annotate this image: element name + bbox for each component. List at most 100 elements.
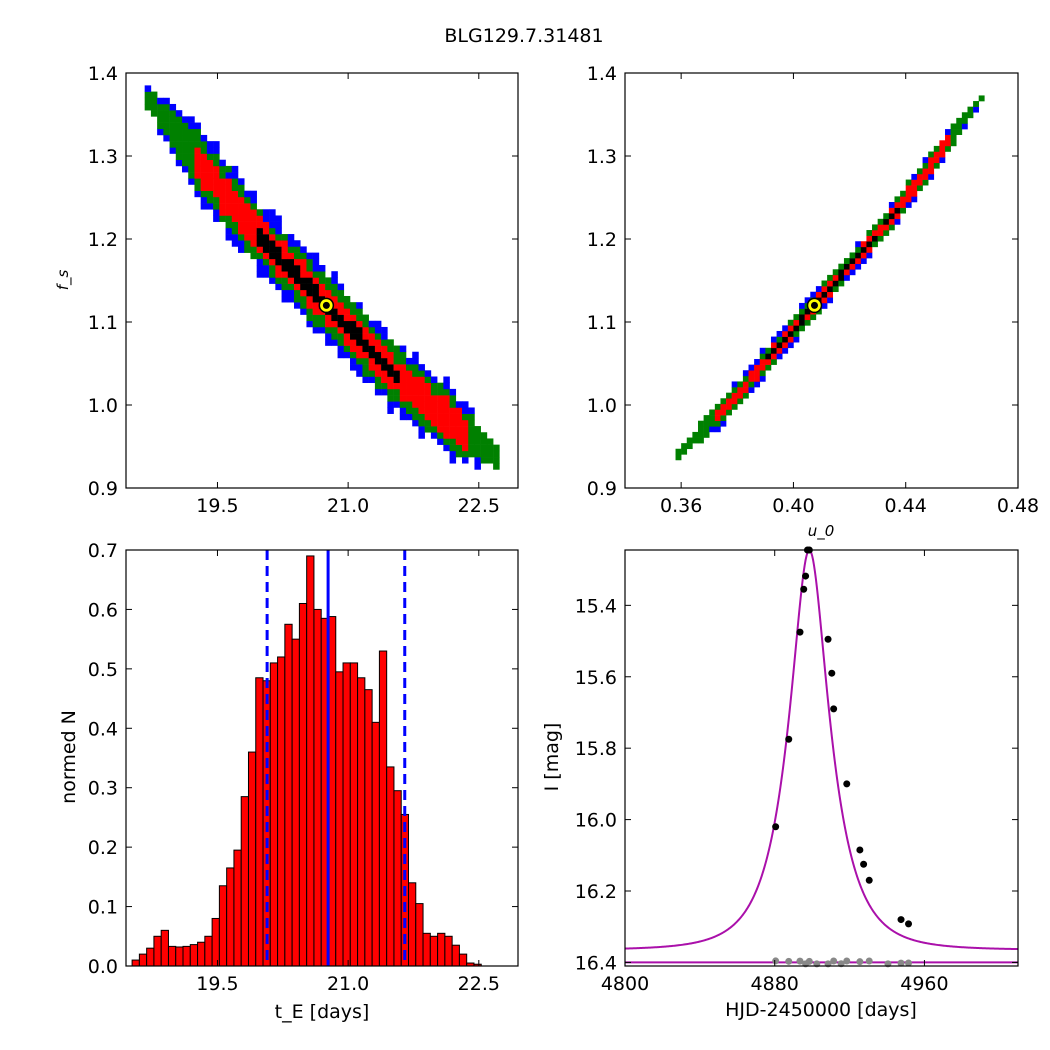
y-tick-label: 1.0 — [88, 395, 118, 417]
cell-green — [231, 227, 239, 235]
cell-red — [776, 347, 783, 354]
y-tick-label: 15.6 — [575, 667, 617, 689]
cell-blue — [287, 234, 295, 241]
cell-blue — [182, 116, 189, 123]
tE-histogram-ylabel: normed N — [58, 710, 80, 804]
cell-red — [318, 283, 326, 291]
y-tick-label: 0.1 — [88, 897, 118, 919]
cell-green — [281, 234, 289, 241]
cell-green — [275, 234, 282, 241]
cell-black — [804, 308, 811, 315]
cell-red — [219, 190, 226, 198]
histogram-bar — [146, 947, 155, 967]
cell-blue — [776, 330, 783, 337]
cell-green — [318, 271, 326, 278]
cell-green — [238, 234, 245, 241]
cell-red — [374, 339, 382, 346]
cell-green — [849, 252, 856, 259]
histogram-bar — [378, 650, 388, 967]
cell-red — [238, 196, 245, 204]
cell-green — [381, 339, 388, 346]
cell-red — [362, 326, 369, 334]
cell-blue — [430, 376, 438, 384]
cell-green — [318, 320, 326, 328]
cell-blue — [418, 364, 425, 371]
cell-green — [412, 407, 419, 414]
cell-green — [437, 388, 444, 396]
cell-green — [720, 415, 727, 421]
cell-red — [238, 215, 245, 222]
cell-black — [387, 370, 394, 377]
cell-green — [493, 444, 500, 452]
y-tick-label: 1.2 — [88, 229, 118, 251]
residual-point — [805, 957, 813, 965]
cell-red — [244, 227, 251, 235]
cell-blue — [262, 215, 270, 222]
cell-red — [443, 401, 450, 408]
cell-red — [928, 162, 935, 169]
cell-blue — [860, 258, 867, 264]
cell-green — [437, 382, 444, 390]
cell-blue — [269, 277, 276, 284]
cell-green — [262, 258, 270, 266]
cell-blue — [855, 263, 862, 270]
cell-green — [368, 326, 376, 334]
cell-green — [412, 413, 419, 421]
cell-black — [362, 345, 369, 353]
cell-blue — [219, 159, 226, 167]
cell-green — [318, 314, 326, 322]
cell-blue — [793, 336, 800, 343]
cell-blue — [262, 271, 270, 278]
cell-green — [175, 128, 183, 136]
cell-red — [720, 403, 727, 410]
cell-blue — [206, 203, 214, 210]
cell-red — [306, 302, 313, 309]
cell-green — [406, 364, 413, 371]
cell-red — [872, 230, 878, 236]
cell-red — [250, 215, 257, 222]
histogram-bar — [429, 935, 439, 967]
cell-red — [449, 407, 457, 414]
cell-red — [225, 184, 233, 191]
cell-black — [343, 326, 351, 334]
cell-black — [393, 376, 401, 384]
cell-blue — [356, 302, 363, 309]
cell-green — [306, 258, 313, 266]
cell-red — [424, 388, 432, 396]
u0-fs-panel: 0.36 0.40 0.44 0.48 0.9 1.0 1.1 1.2 1.3 1.4 u_0 — [587, 63, 1039, 541]
cell-red — [720, 409, 727, 416]
cell-red — [200, 165, 208, 173]
data-point — [828, 669, 836, 677]
cell-green — [238, 184, 245, 191]
cell-blue — [911, 173, 918, 180]
cell-green — [956, 123, 963, 130]
cell-red — [356, 351, 363, 359]
cell-blue — [810, 291, 817, 298]
cell-red — [905, 196, 912, 203]
cell-green — [731, 387, 738, 393]
cell-blue — [381, 333, 388, 340]
cell-red — [406, 376, 413, 384]
cell-green — [343, 302, 351, 309]
cell-blue — [231, 172, 239, 179]
histogram-bar — [437, 932, 446, 967]
cell-blue — [194, 122, 201, 130]
cell-green — [175, 147, 183, 154]
cell-green — [194, 141, 201, 148]
cell-green — [269, 227, 276, 235]
histogram-bar — [247, 751, 257, 967]
cell-green — [244, 196, 251, 204]
cell-blue — [182, 165, 189, 173]
cell-green — [343, 295, 351, 303]
cell-green — [225, 165, 233, 173]
cell-green — [832, 286, 839, 293]
cell-green — [928, 151, 935, 158]
cell-green — [916, 168, 923, 175]
cell-green — [374, 333, 382, 340]
cell-red — [381, 376, 388, 384]
cell-red — [225, 190, 233, 198]
cell-red — [312, 277, 320, 284]
cell-blue — [720, 420, 727, 427]
cell-blue — [306, 320, 313, 328]
cell-red — [412, 376, 419, 384]
